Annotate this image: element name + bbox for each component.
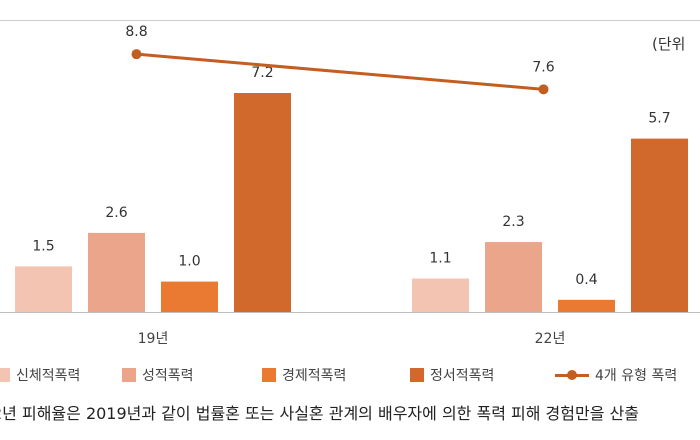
legend-label-economic: 경제적폭력 — [282, 368, 347, 384]
bar-emotional-0 — [234, 93, 291, 312]
data-label-economic-1: 0.4 — [575, 272, 597, 288]
data-label-emotional-0: 7.2 — [251, 65, 273, 81]
bar-emotional-1 — [631, 138, 688, 312]
legend-line-total — [555, 368, 589, 382]
legend-item-total: 4개 유형 폭력 — [555, 365, 677, 385]
data-label-physical-1: 1.1 — [429, 251, 451, 267]
data-label-emotional-1: 5.7 — [648, 111, 670, 127]
data-label-total-1: 7.6 — [532, 59, 554, 75]
x-tick-label-0: 19년 — [138, 331, 169, 347]
legend-swatch-sexual — [122, 368, 136, 382]
data-label-total-0: 8.8 — [125, 24, 147, 40]
legend-swatch-economic — [262, 368, 276, 382]
chart: 1.5 2.6 1.0 7.2 19년 1.1 2.3 0.4 5.7 22년 8.8 7.6 — [0, 20, 700, 347]
x-tick-label-1: 22년 — [535, 331, 566, 347]
legend-label-physical: 신체적폭력 — [16, 368, 81, 384]
data-label-economic-0: 1.0 — [178, 254, 200, 270]
legend-swatch-emotional — [410, 368, 424, 382]
bar-sexual-0 — [88, 232, 145, 312]
legend-swatch-physical — [0, 368, 10, 382]
legend-label-sexual: 성적폭력 — [142, 368, 194, 384]
bar-physical-0 — [15, 266, 72, 312]
bar-economic-0 — [161, 281, 218, 312]
bar-economic-1 — [558, 299, 615, 312]
footnote: 2년 피해율은 2019년과 같이 법률혼 또는 사실혼 관계의 배우자에 의한… — [0, 404, 639, 423]
line-point-total-1 — [538, 84, 549, 95]
line-point-total-0 — [131, 49, 142, 60]
data-label-sexual-0: 2.6 — [105, 205, 127, 221]
bar-sexual-1 — [485, 242, 542, 312]
legend: 신체적폭력 성적폭력 경제적폭력 정서적폭력 4개 유형 폭력 — [0, 360, 700, 390]
bar-physical-1 — [412, 278, 469, 312]
data-label-sexual-1: 2.3 — [502, 214, 524, 230]
chart-marks: 1.5 2.6 1.0 7.2 19년 1.1 2.3 0.4 5.7 22년 8.8 7.6 — [15, 24, 688, 347]
data-label-physical-0: 1.5 — [32, 238, 54, 254]
line-total — [136, 52, 544, 91]
legend-item-economic: 경제적폭력 — [262, 365, 346, 385]
legend-item-physical: 신체적폭력 — [0, 365, 80, 385]
unit-label: (단위 — [652, 35, 686, 53]
legend-label-emotional: 정서적폭력 — [430, 368, 495, 384]
legend-item-sexual: 성적폭력 — [122, 365, 194, 385]
legend-item-emotional: 정서적폭력 — [410, 365, 494, 385]
legend-label-total: 4개 유형 폭력 — [595, 368, 678, 384]
